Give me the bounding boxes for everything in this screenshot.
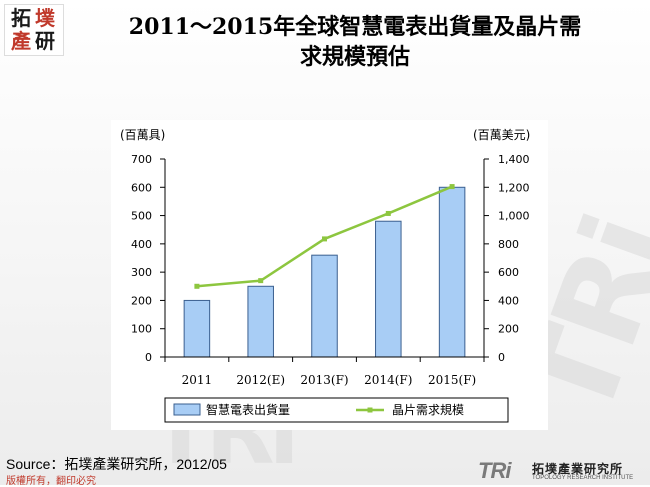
- bar: [375, 220, 402, 358]
- legend-line-label: 晶片需求規模: [392, 402, 464, 417]
- line-point: [385, 210, 391, 216]
- line-point: [449, 184, 455, 190]
- right-axis-tick-label: 1,200: [498, 181, 530, 194]
- footer-logo: TRi 拓墣產業研究所 TOPOLOGY RESEARCH INSTITUTE: [478, 458, 648, 484]
- copyright-note: 版權所有，翻印必究: [6, 476, 96, 487]
- line-point: [258, 278, 264, 284]
- left-axis-tick-label: 700: [131, 153, 152, 166]
- right-axis-tick-label: 800: [498, 238, 519, 251]
- legend-bar-label: 智慧電表出貨量: [206, 402, 290, 417]
- right-axis-tick-label: 200: [498, 323, 519, 336]
- left-axis-tick-label: 200: [131, 294, 152, 307]
- right-axis-tick-label: 1,000: [498, 210, 530, 223]
- bar: [247, 285, 274, 358]
- left-axis-tick-label: 500: [131, 210, 152, 223]
- logo-char: 拓: [11, 6, 31, 30]
- right-axis-tick-label: 1,400: [498, 153, 530, 166]
- right-axis-tick-label: 400: [498, 294, 519, 307]
- x-axis-tick-label: 2012(E): [236, 373, 285, 387]
- right-axis-label: (百萬美元): [473, 128, 530, 142]
- footer-logo-mark: TRi: [478, 458, 511, 483]
- right-axis-tick-label: 0: [498, 351, 505, 364]
- x-axis-tick-label: 2011: [182, 373, 213, 387]
- logo-char: 產: [11, 29, 31, 53]
- left-axis-tick-label: 600: [131, 181, 152, 194]
- x-axis-tick-label: 2013(F): [300, 373, 348, 387]
- left-axis-tick-label: 0: [145, 351, 152, 364]
- page-title: 2011～2015年全球智慧電表出貨量及晶片需 求規模預估: [70, 12, 640, 72]
- footer-logo-name: 拓墣產業研究所: [532, 462, 624, 476]
- logo-char: 墣: [35, 6, 55, 30]
- x-axis-tick-label: 2015(F): [428, 373, 476, 387]
- line-point: [194, 283, 200, 289]
- bar: [311, 254, 338, 358]
- x-axis-tick-label: 2014(F): [364, 373, 412, 387]
- source-note: Source：拓墣產業研究所，2012/05: [6, 456, 227, 472]
- legend-line-marker: [367, 407, 373, 413]
- logo-char: 研: [35, 29, 55, 53]
- left-axis-tick-label: 300: [131, 266, 152, 279]
- line-point: [322, 236, 327, 242]
- left-axis-label: (百萬具): [120, 128, 165, 142]
- bar: [438, 186, 466, 358]
- legend-bar-swatch: [173, 403, 201, 416]
- institute-logo: 拓 墣 產 研: [4, 4, 64, 56]
- legend-box: [164, 397, 509, 423]
- title-line-2: 求規模預估: [299, 44, 410, 70]
- bar: [183, 299, 211, 358]
- title-line-1: 2011～2015年全球智慧電表出貨量及晶片需: [128, 14, 582, 40]
- footer-logo-english: TOPOLOGY RESEARCH INSTITUTE: [532, 475, 634, 481]
- right-axis-tick-label: 600: [498, 266, 519, 279]
- left-axis-tick-label: 100: [131, 323, 152, 336]
- left-axis-tick-label: 400: [131, 238, 152, 251]
